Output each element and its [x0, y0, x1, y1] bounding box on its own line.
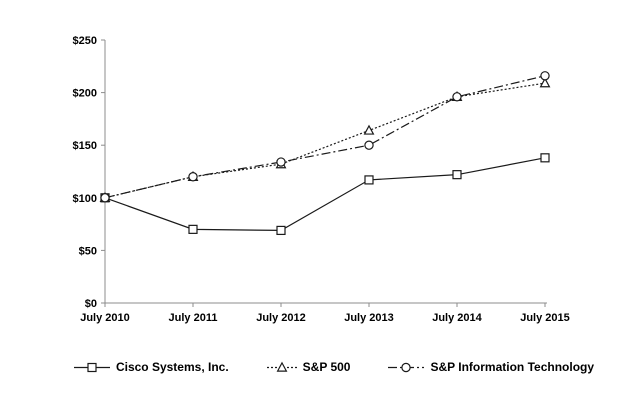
circle-marker-icon — [276, 157, 286, 167]
circle-marker-icon — [364, 140, 374, 150]
circle-marker-icon — [401, 362, 412, 372]
legend-item-sp500: S&P 500 — [266, 360, 351, 374]
triangle-marker-icon — [539, 77, 551, 88]
square-marker-icon — [452, 170, 462, 180]
x-axis-tick-label: July 2011 — [169, 312, 218, 324]
y-axis-tick-label: $0 — [85, 298, 97, 310]
x-axis-tick-label: July 2010 — [80, 312, 130, 324]
y-axis-tick-label: $100 — [73, 193, 97, 205]
circle-marker-icon — [540, 71, 550, 81]
legend-label-cisco: Cisco Systems, Inc. — [115, 360, 229, 374]
series-line-2 — [104, 75, 546, 199]
triangle-marker-icon — [276, 361, 288, 372]
circle-marker-icon — [100, 193, 110, 203]
y-axis-tick-label: $50 — [79, 245, 97, 257]
x-axis-tick-label: July 2012 — [256, 312, 306, 324]
square-marker-icon — [540, 153, 550, 163]
square-marker-icon — [276, 225, 286, 236]
legend-circle-marker-icon — [388, 362, 425, 372]
legend-triangle-marker-icon — [266, 361, 297, 372]
y-axis-tick-label: $150 — [73, 140, 97, 152]
circle-marker-icon — [452, 92, 462, 102]
x-axis-tick-label: July 2013 — [344, 312, 394, 324]
square-marker-icon — [364, 175, 374, 185]
legend-item-cisco: Cisco Systems, Inc. — [73, 360, 229, 374]
square-marker-icon — [188, 224, 198, 234]
y-axis-tick-label: $250 — [73, 35, 97, 47]
legend-label-sp-it: S&P Information Technology — [430, 360, 595, 374]
y-axis-tick-label: $200 — [73, 88, 97, 100]
series-line-0 — [104, 157, 546, 232]
chart-legend: Cisco Systems, Inc. S&P 500 S&P Informat… — [30, 360, 638, 374]
chart-plot-area: $0 $50 $100 $150 $200 $250 July 2010 July 2011 J… — [73, 35, 570, 324]
series-line-1 — [104, 82, 546, 199]
triangle-marker-icon — [363, 124, 375, 135]
legend-label-sp500: S&P 500 — [302, 360, 351, 374]
legend-item-sp-it: S&P Information Technology — [388, 360, 594, 374]
x-axis-tick-label: July 2015 — [520, 312, 570, 324]
x-axis-tick-label: July 2014 — [432, 312, 482, 324]
square-marker-icon — [87, 362, 97, 372]
circle-marker-icon — [188, 172, 198, 182]
legend-square-marker-icon — [73, 362, 110, 372]
